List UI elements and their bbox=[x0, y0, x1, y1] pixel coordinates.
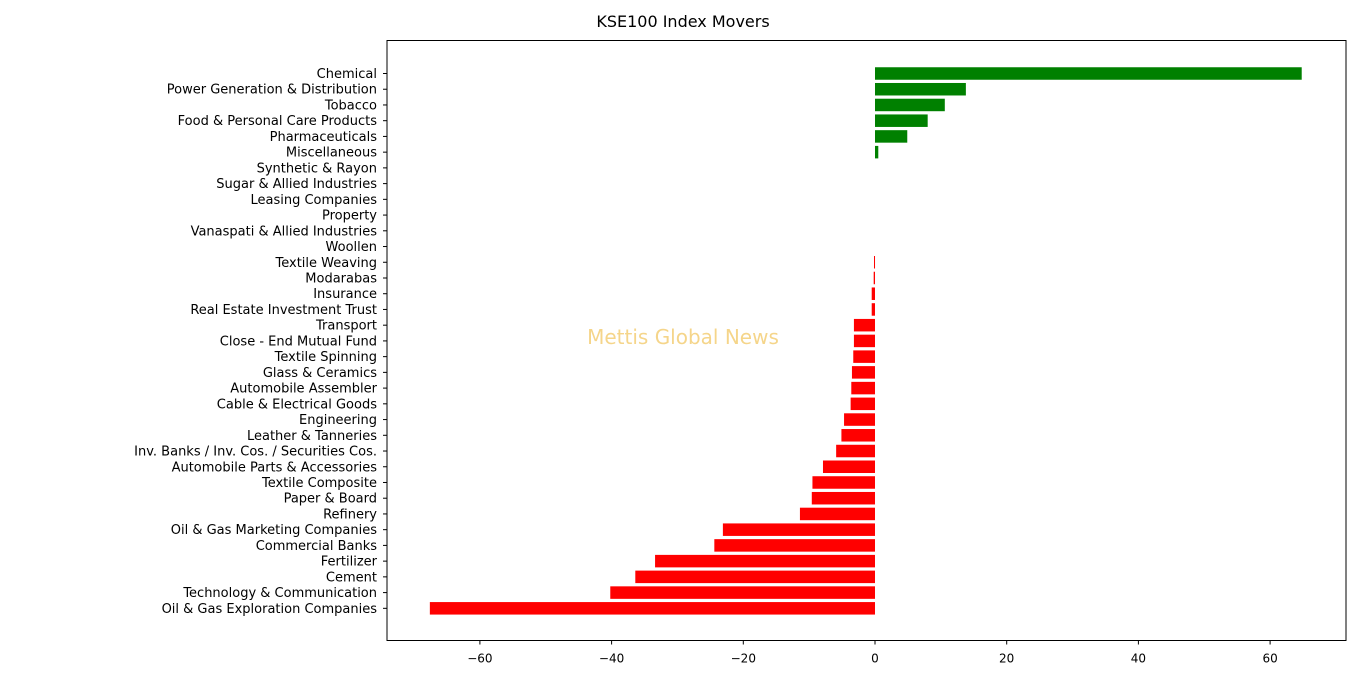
bar bbox=[875, 145, 879, 159]
category-label: Fertilizer bbox=[321, 555, 378, 570]
x-tick-label: −20 bbox=[731, 652, 756, 666]
bar bbox=[822, 460, 875, 473]
x-tick-label: 0 bbox=[871, 652, 879, 666]
bar bbox=[873, 271, 875, 285]
bar bbox=[841, 429, 875, 442]
bar bbox=[875, 130, 908, 143]
category-label: Textile Weaving bbox=[275, 256, 378, 271]
bar bbox=[836, 444, 875, 458]
category-label: Leather & Tanneries bbox=[247, 429, 377, 444]
bar bbox=[722, 523, 875, 536]
category-label: Technology & Communication bbox=[182, 586, 377, 601]
category-label: Close - End Mutual Fund bbox=[220, 334, 377, 349]
category-label: Inv. Banks / Inv. Cos. / Securities Cos. bbox=[134, 445, 377, 460]
bar bbox=[875, 67, 1302, 80]
bars-group bbox=[429, 67, 1302, 615]
category-label: Commercial Banks bbox=[256, 539, 378, 554]
category-label: Transport bbox=[315, 319, 377, 334]
x-tick-label: 40 bbox=[1131, 652, 1146, 666]
category-label: Miscellaneous bbox=[286, 146, 377, 161]
bar bbox=[812, 476, 875, 489]
category-label: Property bbox=[322, 209, 377, 224]
category-label: Engineering bbox=[299, 413, 377, 428]
category-label: Insurance bbox=[313, 287, 377, 302]
bar bbox=[850, 397, 875, 411]
bar bbox=[875, 114, 928, 127]
category-label: Power Generation & Distribution bbox=[167, 83, 377, 98]
bar bbox=[871, 303, 875, 316]
category-label: Vanaspati & Allied Industries bbox=[191, 224, 378, 239]
category-label: Synthetic & Rayon bbox=[257, 161, 377, 176]
category-label: Glass & Ceramics bbox=[263, 366, 377, 381]
category-label: Food & Personal Care Products bbox=[178, 114, 378, 129]
category-label: Leasing Companies bbox=[250, 193, 377, 208]
plot-frame bbox=[386, 40, 1347, 641]
x-tick-label: −40 bbox=[599, 652, 624, 666]
category-label: Textile Spinning bbox=[274, 350, 377, 365]
category-label: Oil & Gas Exploration Companies bbox=[162, 602, 378, 617]
bar bbox=[875, 98, 945, 112]
category-label: Oil & Gas Marketing Companies bbox=[171, 523, 377, 538]
category-label: Modarabas bbox=[305, 271, 377, 286]
watermark: Mettis Global News bbox=[587, 325, 779, 349]
bar bbox=[844, 413, 875, 426]
category-label: Automobile Assembler bbox=[230, 382, 377, 397]
bar bbox=[811, 491, 875, 505]
bar bbox=[871, 287, 875, 300]
bar bbox=[610, 586, 875, 599]
bar bbox=[655, 554, 875, 568]
bar bbox=[799, 507, 875, 521]
x-tick-label: −60 bbox=[467, 652, 492, 666]
bar bbox=[429, 602, 875, 615]
category-label: Woollen bbox=[326, 240, 377, 255]
category-label: Textile Composite bbox=[261, 476, 377, 491]
x-tick-label: 20 bbox=[999, 652, 1014, 666]
category-label: Real Estate Investment Trust bbox=[190, 303, 377, 318]
bar bbox=[714, 539, 875, 552]
x-tick-label: 60 bbox=[1262, 652, 1277, 666]
bar bbox=[853, 350, 875, 363]
x-axis-ticks: −60 −40 −20 0 20 40 60 bbox=[467, 640, 1278, 666]
bar bbox=[874, 256, 876, 269]
category-label: Automobile Parts & Accessories bbox=[172, 460, 378, 475]
category-label: Sugar & Allied Industries bbox=[216, 177, 377, 192]
category-label: Pharmaceuticals bbox=[270, 130, 378, 145]
bar bbox=[875, 82, 966, 96]
bar bbox=[853, 318, 875, 332]
bar bbox=[635, 570, 875, 584]
category-label: Tobacco bbox=[324, 98, 377, 113]
category-label: Cement bbox=[326, 570, 377, 585]
bar bbox=[851, 366, 875, 379]
bar bbox=[853, 334, 875, 348]
category-label: Cable & Electrical Goods bbox=[217, 397, 377, 412]
category-label: Refinery bbox=[323, 507, 377, 522]
category-label: Chemical bbox=[317, 67, 377, 82]
bar bbox=[851, 381, 875, 395]
chart-title: KSE100 Index Movers bbox=[596, 12, 769, 31]
category-label: Paper & Board bbox=[284, 492, 377, 507]
